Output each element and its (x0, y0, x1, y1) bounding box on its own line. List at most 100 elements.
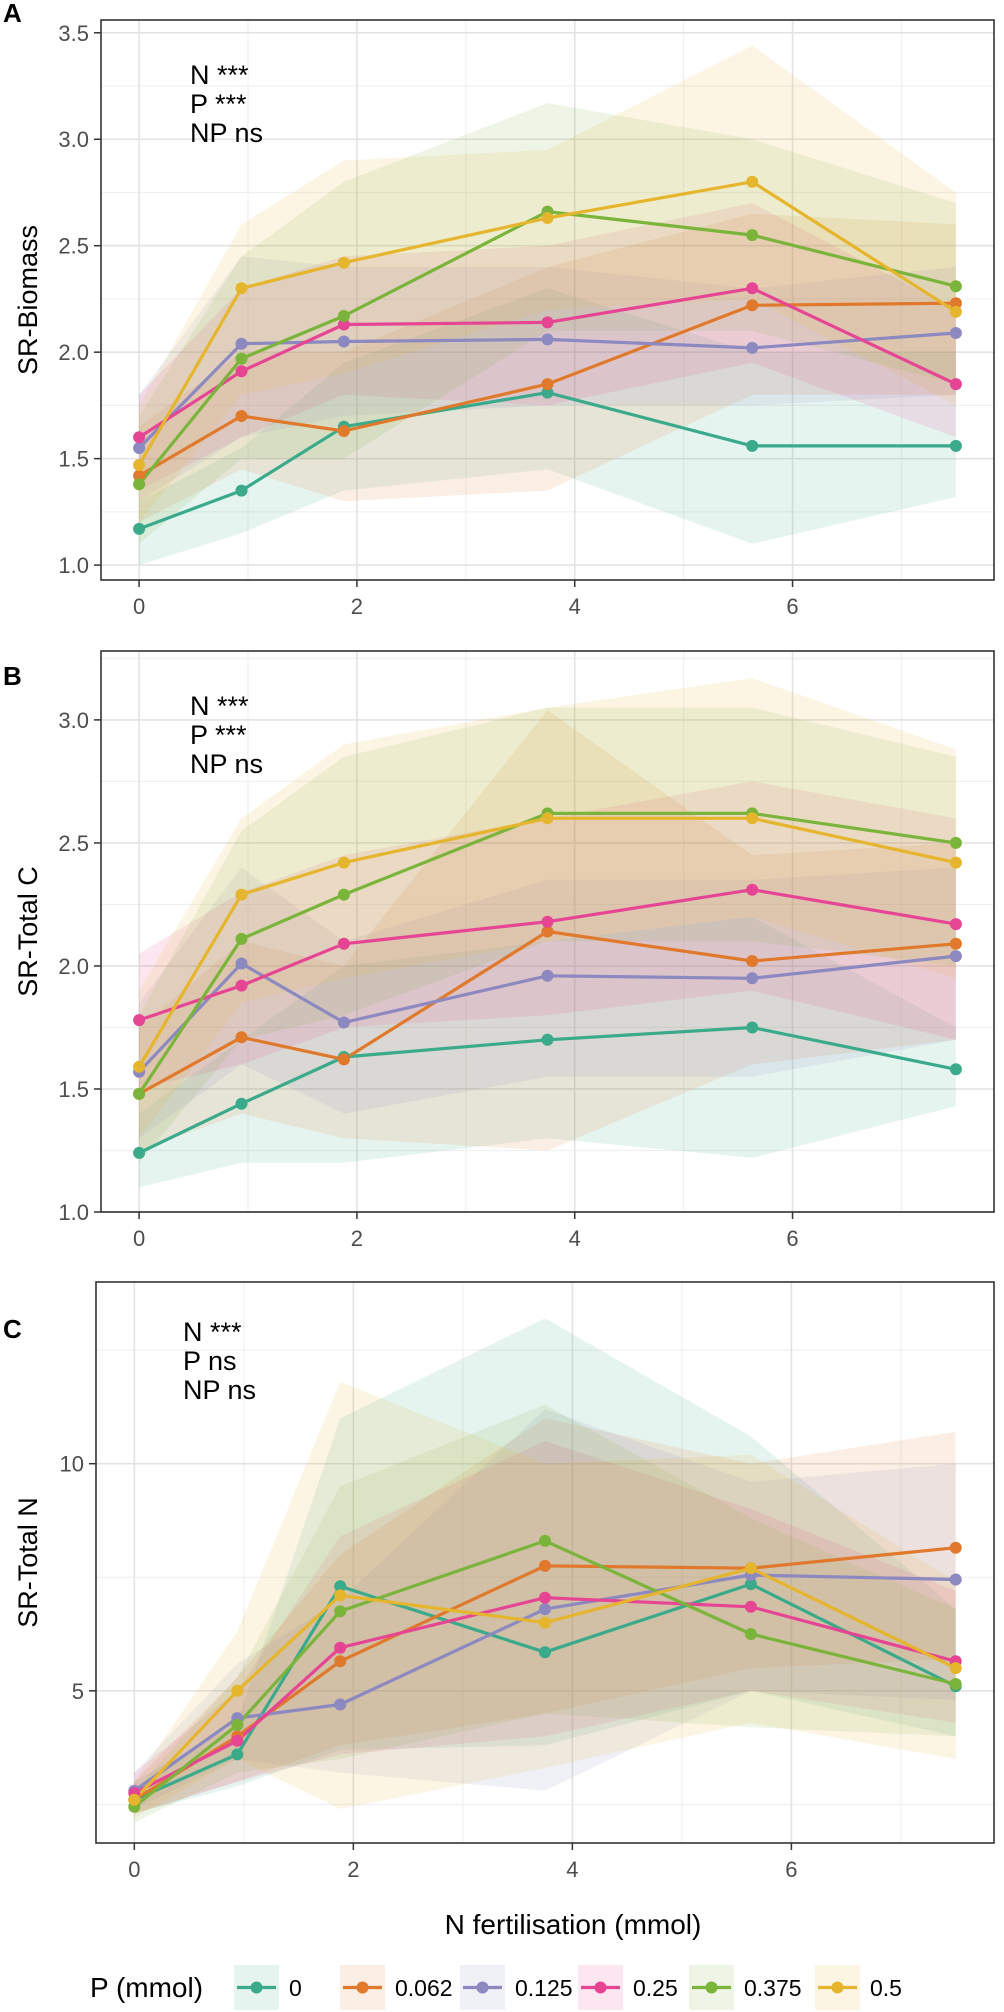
point-p-0 (133, 522, 146, 535)
point-p-0.125 (746, 341, 759, 354)
line-p-0.062 (138, 929, 957, 1096)
legend: 0 0.062 0.125 0.25 0.375 0.5 (234, 1965, 902, 2010)
panel-letter: C (3, 1314, 22, 1344)
legend-label: 0.062 (395, 1975, 453, 2001)
line-p-0.125 (137, 331, 957, 450)
x-tick-label: 4 (569, 1226, 581, 1251)
annotation: NP ns (183, 1375, 256, 1405)
line-p-0.5 (137, 180, 957, 466)
y-tick-label: 3.0 (58, 708, 89, 733)
y-axis-title: SR-Biomass (13, 225, 43, 375)
point-p-0.5 (235, 282, 248, 295)
line-p-0.5 (137, 816, 957, 1068)
line-p-0 (133, 1582, 957, 1802)
point-p-0.375 (949, 1678, 962, 1690)
x-axis-title: N fertilisation (mmol) (445, 1909, 702, 1940)
point-p-0 (133, 1146, 146, 1159)
legend-item-p-0.25: 0.25 (578, 1965, 678, 2010)
point-p-0.062 (949, 937, 962, 950)
point-p-0.375 (746, 229, 759, 242)
panel-letter: A (3, 0, 22, 28)
point-p-0.125 (337, 1016, 350, 1029)
point-p-0.125 (541, 333, 554, 346)
line-p-0.375 (133, 1539, 957, 1808)
point-p-0.062 (235, 1031, 248, 1044)
legend-key-point (705, 1981, 718, 1994)
point-p-0 (541, 386, 554, 399)
legend-item-p-0.375: 0.375 (689, 1965, 802, 2010)
point-p-0.375 (334, 1605, 347, 1618)
point-p-0.5 (541, 212, 554, 224)
point-p-0.125 (949, 950, 962, 963)
point-p-0.25 (133, 431, 146, 444)
point-p-0.25 (231, 1734, 244, 1747)
x-tick-label: 6 (786, 594, 798, 619)
y-tick-label: 1.5 (58, 1077, 89, 1102)
point-p-0.375 (231, 1718, 244, 1731)
legend-item-p-0.5: 0.5 (815, 1965, 902, 2010)
panel-border (100, 650, 995, 1213)
point-p-0.5 (337, 856, 350, 869)
point-p-0.125 (949, 327, 962, 339)
point-p-0.25 (746, 883, 759, 896)
line-p-0.375 (137, 210, 957, 486)
point-p-0.125 (746, 972, 759, 985)
y-tick-label: 3.5 (58, 21, 89, 46)
panel-border (100, 19, 995, 581)
annotation: P *** (190, 720, 247, 750)
legend-label: 0.5 (870, 1975, 902, 2001)
y-tick-label: 10 (60, 1452, 84, 1477)
x-tick-label: 4 (569, 594, 581, 619)
ribbon-p-0 (139, 288, 956, 566)
point-p-0.375 (235, 352, 248, 365)
annotation: NP ns (190, 749, 263, 779)
point-p-0 (334, 1580, 347, 1593)
point-p-0.375 (949, 836, 962, 849)
point-p-0 (744, 1578, 757, 1591)
line-p-0.062 (133, 1546, 956, 1802)
line-p-0 (138, 391, 956, 531)
legend-label: 0.125 (515, 1975, 573, 2001)
x-tick-label: 0 (133, 1226, 145, 1251)
line-p-0.25 (133, 1596, 957, 1795)
y-tick-label: 5 (72, 1679, 84, 1704)
point-p-0.062 (235, 410, 248, 422)
y-axis-title: SR-Total N (13, 1497, 43, 1628)
ribbon-p-0.062 (134, 1418, 956, 1814)
point-p-0.25 (133, 1014, 146, 1027)
line-p-0.25 (138, 286, 957, 439)
point-p-0.062 (541, 925, 554, 938)
annotation: N *** (190, 691, 249, 721)
point-p-0.5 (133, 1060, 146, 1073)
point-p-0.062 (949, 1541, 962, 1554)
point-p-0.125 (539, 1603, 551, 1616)
point-p-0.375 (744, 1628, 757, 1640)
point-p-0.5 (744, 1562, 757, 1575)
panel-border (95, 1281, 995, 1844)
annotation: N *** (183, 1317, 242, 1347)
legend-key-point (476, 1981, 489, 1994)
point-p-0.5 (541, 812, 554, 825)
y-tick-label: 2.5 (58, 234, 89, 259)
point-p-0.125 (235, 337, 248, 350)
point-p-0 (235, 484, 248, 497)
point-p-0.062 (746, 299, 759, 312)
point-p-0.25 (235, 365, 248, 378)
legend-label: 0.375 (744, 1975, 802, 2001)
point-p-0 (746, 1021, 759, 1034)
y-tick-label: 2.0 (58, 954, 89, 979)
point-p-0.062 (949, 297, 962, 310)
annotation: N *** (190, 60, 249, 90)
point-p-0.25 (541, 316, 554, 329)
legend-label: 0.25 (633, 1975, 678, 2001)
legend-label: 0 (289, 1975, 302, 2001)
point-p-0.5 (949, 305, 962, 318)
x-tick-label: 4 (566, 1857, 578, 1882)
y-tick-label: 2.5 (58, 831, 89, 856)
legend-key-point (356, 1981, 369, 1994)
legend-item-p-0: 0 (234, 1965, 302, 2010)
point-p-0.5 (231, 1684, 244, 1697)
line-p-0 (138, 1025, 957, 1155)
point-p-0.25 (337, 937, 350, 950)
